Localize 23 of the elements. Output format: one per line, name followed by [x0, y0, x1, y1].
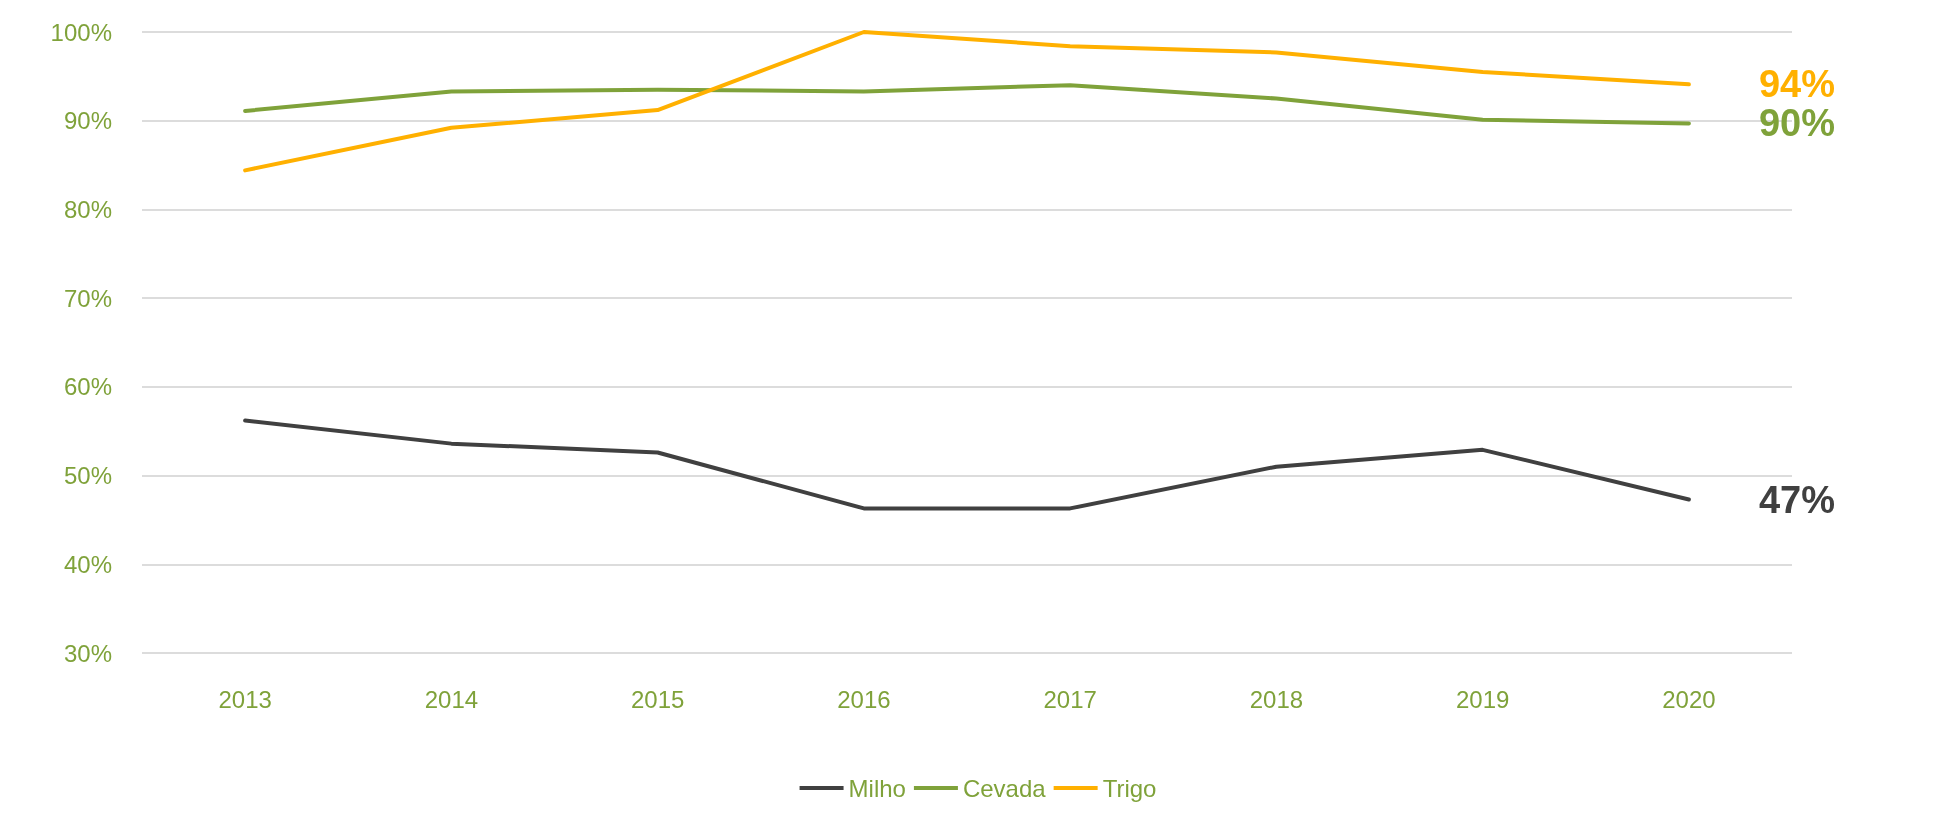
- line-series: [243, 83, 1691, 126]
- x-tick-label: 2013: [218, 685, 272, 713]
- x-tick-label: 2019: [1455, 685, 1510, 713]
- line-series: [243, 30, 1691, 173]
- y-tick-label: 30%: [63, 639, 112, 667]
- y-tick-label: 60%: [63, 373, 112, 401]
- x-tick-label: 2017: [1043, 685, 1097, 713]
- data-label: 47%: [1758, 478, 1835, 521]
- y-tick-label: 50%: [63, 462, 112, 490]
- legend-label: Cevada: [962, 774, 1047, 802]
- x-tick-label: 2020: [1662, 685, 1716, 713]
- y-tick-label: 100%: [50, 18, 112, 46]
- legend-label: Milho: [848, 774, 906, 802]
- x-tick-label: 2018: [1249, 685, 1304, 713]
- line-series: [243, 418, 1691, 511]
- y-tick-label: 70%: [63, 284, 112, 312]
- y-tick-label: 40%: [63, 550, 112, 578]
- x-tick-label: 2014: [424, 685, 479, 713]
- y-tick-label: 90%: [63, 107, 112, 135]
- legend-label: Trigo: [1102, 774, 1157, 802]
- y-tick-label: 80%: [63, 195, 112, 223]
- x-tick-label: 2015: [630, 685, 685, 713]
- x-tick-label: 2016: [837, 685, 891, 713]
